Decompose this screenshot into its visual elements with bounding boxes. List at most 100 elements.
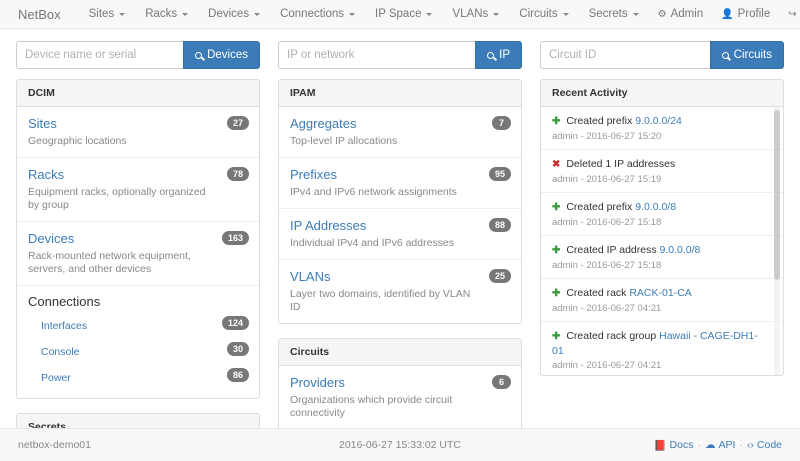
nav-item-devices[interactable]: Devices (198, 8, 270, 20)
list-item-description: Layer two domains, identified by VLAN ID (290, 288, 471, 313)
activity-object[interactable]: 9.0.0.0/24 (635, 115, 682, 127)
plus-icon: ✚ (552, 331, 561, 342)
panel-dcim-title: DCIM (17, 80, 259, 107)
nav-item-label: Connections (280, 8, 345, 20)
search-icon (195, 51, 203, 59)
link-interfaces[interactable]: Interfaces (41, 320, 88, 332)
activity-action: Created prefix (566, 201, 633, 213)
activity-object[interactable]: RACK-01-CA (629, 287, 692, 299)
list-item[interactable]: ✚ Created prefix 9.0.0.0/8 admin - 2016-… (541, 193, 783, 236)
nav-item-circuits[interactable]: Circuits (509, 8, 578, 20)
nav-item-logout[interactable]: ↪ Log out (779, 8, 800, 20)
list-item-description: Equipment racks, optionally organized by… (28, 186, 206, 211)
footer-link-label: Docs (669, 439, 694, 451)
nav-item-vlans[interactable]: VLANs (442, 8, 509, 20)
nav-item-admin[interactable]: ⚙ Admin (649, 8, 713, 20)
ip-search-group: IP (278, 41, 522, 69)
panel-dcim-body: Sites 27 Geographic locations Racks 78 E… (17, 107, 259, 398)
ip-search-input[interactable] (278, 41, 476, 69)
list-item-aggregates[interactable]: Aggregates 7 Top-level IP allocations (279, 107, 521, 158)
activity-line: ✚ Created IP address 9.0.0.0/8 (552, 243, 765, 258)
cloud-icon: ☁ (704, 439, 716, 451)
list-item-console[interactable]: Console 30 (17, 338, 259, 364)
link-providers[interactable]: Providers (290, 375, 345, 390)
nav-item-label: Devices (208, 8, 250, 20)
nav-item-label: Profile (737, 8, 771, 20)
list-item-providers[interactable]: Providers 6 Organizations which provide … (279, 366, 521, 430)
status-badge: 78 (226, 167, 249, 181)
circuit-search-button[interactable]: Circuits (709, 41, 784, 69)
footer-link-label: API (718, 439, 736, 451)
connections-heading: Connections (28, 294, 101, 309)
nav-item-label: Racks (145, 8, 178, 20)
activity-list: ✚ Created prefix 9.0.0.0/24 admin - 2016… (541, 107, 783, 375)
link-sites[interactable]: Sites (28, 116, 57, 131)
activity-line: ✖ Deleted 1 IP addresses (552, 157, 765, 172)
list-item[interactable]: ✚ Created rack RACK-01-CA admin - 2016-0… (541, 279, 783, 322)
activity-meta: admin - 2016-06-27 15:19 (552, 174, 662, 185)
link-console[interactable]: Console (41, 346, 80, 358)
link-devices[interactable]: Devices (28, 231, 75, 246)
circuit-search-group: Circuits (540, 41, 784, 69)
book-icon: 📕 (653, 439, 667, 452)
nav-item-profile[interactable]: 👤 Profile (712, 8, 779, 20)
footer-link-api[interactable]: ☁ API (705, 439, 735, 451)
activity-object[interactable]: 9.0.0.0/8 (659, 244, 701, 256)
status-badge: 95 (488, 167, 511, 181)
panel-circuits-title: Circuits (279, 339, 521, 366)
device-search-group: Devices (16, 41, 260, 69)
nav-item-label: Circuits (519, 8, 558, 20)
brand-logo[interactable]: NetBox (18, 6, 61, 22)
list-item[interactable]: ✖ Deleted 1 IP addresses admin - 2016-06… (541, 150, 783, 193)
footer-link-docs[interactable]: 📕 Docs (653, 439, 693, 452)
nav-item-ip-space[interactable]: IP Space (365, 8, 442, 20)
nav-item-label: VLANs (452, 8, 489, 20)
activity-line: ✚ Created prefix 9.0.0.0/24 (552, 114, 765, 129)
nav-item-label: Sites (88, 8, 115, 20)
nav-item-connections[interactable]: Connections (270, 8, 365, 20)
nav-item-label: IP Space (375, 8, 422, 20)
list-item-racks[interactable]: Racks 78 Equipment racks, optionally org… (17, 158, 259, 222)
device-search-input[interactable] (16, 41, 184, 69)
list-item[interactable]: ✚ Created IP address 9.0.0.0/8 admin - 2… (541, 236, 783, 279)
link-ip-addresses[interactable]: IP Addresses (290, 218, 367, 233)
activity-meta: admin - 2016-06-27 04:21 (552, 303, 662, 314)
status-badge: 124 (221, 316, 249, 330)
footer-link-code[interactable]: ‹› Code (747, 439, 782, 451)
chevron-down-icon (426, 12, 433, 16)
circuit-search-input[interactable] (540, 41, 710, 69)
nav-item-racks[interactable]: Racks (135, 8, 198, 20)
search-icon (721, 51, 729, 59)
link-aggregates[interactable]: Aggregates (290, 116, 357, 131)
list-item-interfaces[interactable]: Interfaces 124 (17, 312, 259, 338)
list-item[interactable]: ✚ Created rack group Hawaii - CAGE-DH1-0… (541, 322, 783, 375)
panel-ipam: IPAM Aggregates 7 Top-level IP allocatio… (278, 79, 522, 324)
list-item-devices[interactable]: Devices 163 Rack-mounted network equipme… (17, 222, 259, 286)
activity-action: Created rack group (566, 330, 657, 342)
plus-icon: ✚ (552, 116, 561, 127)
scrollbar-thumb[interactable] (774, 110, 780, 280)
list-item-vlans[interactable]: VLANs 25 Layer two domains, identified b… (279, 260, 521, 323)
list-item-power[interactable]: Power 86 (17, 364, 259, 390)
activity-line: ✚ Created rack group Hawaii - CAGE-DH1-0… (552, 329, 765, 358)
list-item-sites[interactable]: Sites 27 Geographic locations (17, 107, 259, 158)
ip-search-button[interactable]: IP (475, 41, 522, 69)
status-badge: 30 (226, 342, 249, 356)
activity-object[interactable]: 9.0.0.0/8 (635, 201, 677, 213)
plus-icon: ✚ (552, 202, 561, 213)
link-power[interactable]: Power (41, 372, 71, 384)
link-racks[interactable]: Racks (28, 167, 65, 182)
user-icon: 👤 (721, 8, 734, 20)
link-prefixes[interactable]: Prefixes (290, 167, 337, 182)
link-vlans[interactable]: VLANs (290, 269, 331, 284)
activity-action: Deleted 1 IP addresses (566, 158, 676, 170)
nav-item-secrets[interactable]: Secrets (579, 8, 649, 20)
list-item-ip-addresses[interactable]: IP Addresses 88 Individual IPv4 and IPv6… (279, 209, 521, 260)
code-icon: ‹› (746, 439, 754, 451)
list-item-prefixes[interactable]: Prefixes 95 IPv4 and IPv6 network assign… (279, 158, 521, 209)
activity-object[interactable]: Hawaii - CAGE-DH1-01 (552, 330, 758, 357)
device-search-button[interactable]: Devices (183, 41, 260, 69)
nav-item-sites[interactable]: Sites (79, 8, 136, 20)
chevron-down-icon (349, 12, 356, 16)
list-item[interactable]: ✚ Created prefix 9.0.0.0/24 admin - 2016… (541, 107, 783, 150)
